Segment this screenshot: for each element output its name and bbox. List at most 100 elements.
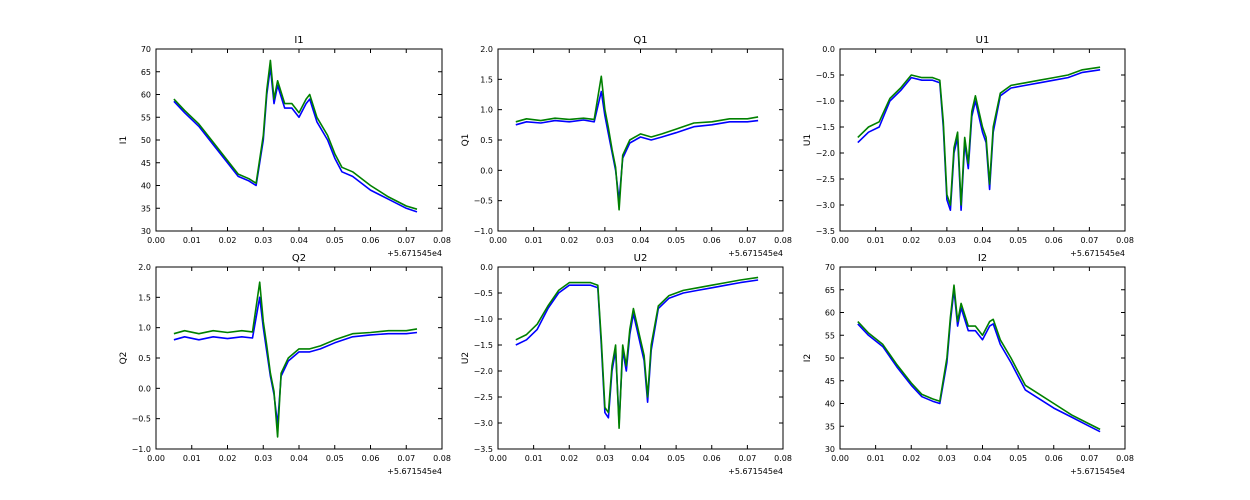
x-tick-label: 0.05: [667, 236, 685, 245]
x-tick-label: 0.03: [254, 454, 272, 463]
series-line-2: [857, 284, 1101, 431]
plot-area: [497, 48, 784, 232]
x-tick-label: 0.01: [867, 454, 885, 463]
x-tick-label: 0.01: [525, 236, 543, 245]
plot-area: [497, 266, 784, 450]
x-tick-label: 0.00: [831, 236, 849, 245]
subplot-q1: 0.00 0.01 0.02 0.03 0.04 0.05 0.06 0.07 0.08 −1.0…: [461, 35, 792, 258]
y-tick-label: −2.0: [816, 149, 835, 158]
subplot-title: I1: [294, 35, 303, 46]
x-tick-label: 0.04: [290, 454, 308, 463]
y-axis-label: I1: [119, 136, 129, 144]
series-line-1: [857, 288, 1101, 433]
y-tick-label: 65: [141, 68, 151, 77]
y-tick-label: 70: [141, 45, 151, 54]
subplot-title: Q1: [633, 35, 647, 46]
y-tick-label: −1.0: [474, 227, 493, 236]
y-tick-label: 60: [825, 309, 835, 318]
x-tick-label: 0.08: [1116, 454, 1134, 463]
x-tick-label: 0.08: [433, 236, 451, 245]
x-tick-label: 0.05: [667, 454, 685, 463]
subplot-u2: 0.00 0.01 0.02 0.03 0.04 0.05 0.06 0.07 0.08 −3.5…: [461, 253, 792, 476]
y-tick-label: 1.0: [480, 106, 493, 115]
x-tick-label: 0.04: [632, 236, 650, 245]
y-tick-label: 45: [825, 377, 835, 386]
y-tick-label: −1.0: [132, 445, 151, 454]
subplot-grid: 0.00 0.01 0.02 0.03 0.04 0.05 0.06 0.07 0.08 30 35…: [119, 35, 1134, 476]
x-tick-label: 0.07: [1080, 236, 1098, 245]
x-tick-label: 0.06: [703, 454, 721, 463]
subplot-u1: 0.00 0.01 0.02 0.03 0.04 0.05 0.06 0.07 0.08 −3.5…: [803, 35, 1134, 258]
x-tick-label: 0.08: [1116, 236, 1134, 245]
y-tick-label: 2.0: [138, 263, 151, 272]
x-offset-label: +5.671545e4: [387, 467, 442, 476]
x-tick-label: 0.03: [938, 236, 956, 245]
x-tick-label: 0.07: [397, 454, 415, 463]
y-tick-label: 0.5: [138, 354, 151, 363]
y-tick-label: −3.0: [474, 419, 493, 428]
x-tick-label: 0.02: [219, 454, 237, 463]
y-tick-label: 0.5: [480, 136, 493, 145]
y-tick-label: −0.5: [474, 289, 493, 298]
x-tick-label: 0.08: [774, 236, 792, 245]
x-offset-label: +5.671545e4: [728, 467, 783, 476]
y-tick-label: −1.0: [474, 315, 493, 324]
y-tick-label: 0.0: [138, 384, 151, 393]
subplot-q2: 0.00 0.01 0.02 0.03 0.04 0.05 0.06 0.07 0.08 −1.0…: [119, 253, 451, 476]
x-tick-label: 0.02: [902, 236, 920, 245]
y-tick-label: −0.5: [474, 197, 493, 206]
y-axis-label: Q1: [461, 134, 471, 147]
y-tick-label: −0.5: [816, 71, 835, 80]
y-tick-label: −2.5: [816, 175, 835, 184]
x-tick-label: 0.07: [738, 454, 756, 463]
series-line-2: [173, 59, 418, 210]
series-line-1: [173, 66, 418, 213]
y-axis-label: U1: [803, 134, 813, 146]
x-tick-label: 0.08: [774, 454, 792, 463]
y-tick-label: −1.0: [816, 97, 835, 106]
x-tick-label: 0.06: [362, 236, 380, 245]
y-tick-label: 1.0: [138, 324, 151, 333]
x-offset-label: +5.671545e4: [1070, 467, 1125, 476]
x-tick-label: 0.06: [703, 236, 721, 245]
x-tick-label: 0.00: [831, 454, 849, 463]
y-tick-label: 45: [141, 159, 151, 168]
x-offset-label: +5.671545e4: [728, 249, 783, 258]
x-tick-label: 0.05: [326, 454, 344, 463]
x-tick-label: 0.05: [1009, 454, 1027, 463]
y-tick-label: 0.0: [822, 45, 835, 54]
y-tick-label: 30: [825, 445, 835, 454]
series-line-2: [173, 281, 418, 438]
y-tick-label: 0.0: [480, 166, 493, 175]
subplot-title: Q2: [292, 253, 306, 264]
x-offset-label: +5.671545e4: [387, 249, 442, 258]
y-tick-label: 0.0: [480, 263, 493, 272]
y-tick-label: 40: [825, 400, 835, 409]
x-tick-label: 0.04: [632, 454, 650, 463]
x-offset-label: +5.671545e4: [1070, 249, 1125, 258]
x-tick-label: 0.01: [867, 236, 885, 245]
y-axis-label: I2: [803, 354, 813, 362]
x-tick-label: 0.02: [902, 454, 920, 463]
y-tick-label: 55: [141, 113, 151, 122]
x-tick-label: 0.03: [938, 454, 956, 463]
subplot-title: U1: [976, 35, 990, 46]
y-tick-label: 65: [825, 286, 835, 295]
series-line-2: [857, 66, 1101, 206]
x-tick-label: 0.03: [596, 236, 614, 245]
plot-area: [839, 48, 1126, 232]
x-tick-label: 0.00: [489, 454, 507, 463]
subplot-title: U2: [634, 253, 648, 264]
x-tick-label: 0.01: [183, 454, 201, 463]
x-tick-label: 0.00: [147, 454, 165, 463]
x-tick-label: 0.04: [974, 236, 992, 245]
y-tick-label: 35: [141, 204, 151, 213]
plot-area: [155, 266, 443, 450]
y-tick-label: −1.5: [474, 341, 493, 350]
x-tick-label: 0.02: [560, 236, 578, 245]
x-tick-label: 0.06: [362, 454, 380, 463]
x-tick-label: 0.06: [1045, 454, 1063, 463]
subplot-i1: 0.00 0.01 0.02 0.03 0.04 0.05 0.06 0.07 0.08 30 35…: [119, 35, 451, 258]
x-tick-label: 0.03: [596, 454, 614, 463]
x-tick-label: 0.01: [183, 236, 201, 245]
